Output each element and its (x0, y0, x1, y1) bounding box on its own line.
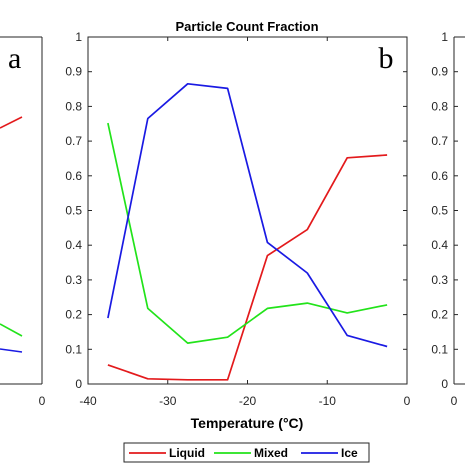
panel-b-letter: b (379, 42, 394, 75)
y-tick-label: 0.4 (65, 238, 82, 252)
series-line-ice (107, 82, 388, 348)
panel-a-ice-line (0, 348, 23, 353)
x-tick-label: -30 (159, 394, 177, 408)
panel-a: a 0 (0, 36, 46, 408)
y-axis-ticks: 0 0.1 0.2 0.3 0.4 0.5 0.6 0.7 0.8 0.9 1 (65, 30, 407, 391)
panel-c-y-tick-label: 0.5 (431, 204, 448, 218)
legend-label-liquid: Liquid (169, 446, 205, 460)
panel-c-y-tick-label: 0.6 (431, 169, 448, 183)
x-axis-ticks: -40 -30 -20 -10 0 (79, 37, 411, 408)
y-tick-label: 1 (75, 30, 82, 44)
chart-title: Particle Count Fraction (175, 19, 318, 34)
series-line-liquid (107, 154, 388, 381)
panel-c-y-tick-label: 0.8 (431, 99, 448, 113)
panel-c-y-tick-label: 0.4 (431, 238, 448, 252)
panel-c: 0 0.1 0.2 0.3 0.4 0.5 0.6 0.7 0.8 0.9 1 0 (431, 30, 465, 408)
y-tick-label: 0.6 (65, 169, 82, 183)
panel-a-mixed-line (0, 323, 23, 337)
panel-b: Particle Count Fraction b 00.10.20.30.40… (65, 19, 410, 431)
y-tick-label: 0.1 (65, 342, 82, 356)
panel-c-y-ticks: 0 0.1 0.2 0.3 0.4 0.5 0.6 0.7 0.8 0.9 1 (431, 30, 458, 391)
x-axis-label: Temperature (°C) (191, 415, 304, 431)
y-tick-label: 0.5 (65, 204, 82, 218)
x-tick-label: -40 (79, 394, 97, 408)
legend-label-mixed: Mixed (254, 446, 288, 460)
panel-c-y-tick-label: 0.7 (431, 134, 448, 148)
series-line-mixed (107, 122, 388, 344)
y-tick-label: 0.3 (65, 273, 82, 287)
panel-c-y-tick-label: 1 (441, 30, 448, 44)
x-tick-label: -20 (239, 394, 257, 408)
panel-a-liquid-line (0, 116, 23, 129)
plot-frame (87, 36, 408, 385)
y-tick-label: 0 (75, 377, 82, 391)
panel-c-y-tick-label: 0 (441, 377, 448, 391)
panel-c-y-tick-label: 0.3 (431, 273, 448, 287)
y-tick-label: 0.9 (65, 65, 82, 79)
legend: Liquid Mixed Ice (123, 442, 370, 463)
series-lines (107, 82, 388, 381)
panel-c-y-tick-label: 0.9 (431, 65, 448, 79)
panel-a-letter: a (8, 42, 21, 75)
legend-label-ice: Ice (341, 446, 358, 460)
panel-c-y-tick-label: 0.2 (431, 308, 448, 322)
x-tick-label: -10 (319, 394, 337, 408)
panel-a-xtick-zero: 0 (39, 394, 46, 408)
y-tick-label: 0.2 (65, 308, 82, 322)
y-tick-label: 0.7 (65, 134, 82, 148)
panel-c-xtick-zero: 0 (451, 394, 458, 408)
panel-c-y-tick-label: 0.1 (431, 342, 448, 356)
x-tick-label: 0 (404, 394, 411, 408)
y-tick-label: 0.8 (65, 99, 82, 113)
